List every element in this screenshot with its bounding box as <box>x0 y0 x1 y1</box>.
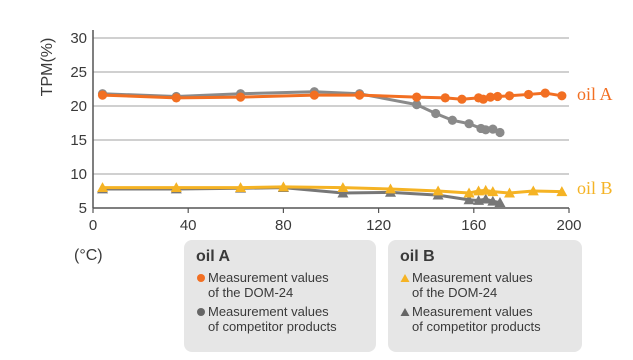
y-tick-label: 5 <box>79 200 87 217</box>
data-point <box>493 91 503 102</box>
legend-text: Measurement values of the DOM-24 <box>208 270 329 300</box>
triangle-marker-icon <box>400 308 410 316</box>
data-point <box>495 127 505 138</box>
data-point <box>412 92 422 102</box>
data-point <box>485 92 496 102</box>
data-point <box>171 93 181 103</box>
y-tick-label: 25 <box>70 64 87 81</box>
circle-marker-icon <box>197 308 205 316</box>
legend-oil-a: oil A Measurement values of the DOM-24 M… <box>184 240 376 352</box>
data-point <box>97 90 108 100</box>
data-point <box>385 183 396 194</box>
axes <box>92 30 570 213</box>
x-tick-label: 80 <box>275 217 292 234</box>
legend-entry-oil-b-competitor: Measurement values of competitor product… <box>400 304 574 334</box>
legend-entry-oil-a-dom: Measurement values of the DOM-24 <box>196 270 368 300</box>
triangle-marker-icon <box>400 274 410 282</box>
x-tick-label: 120 <box>366 217 391 234</box>
data-point <box>481 125 491 135</box>
legend-text: Measurement values of the DOM-24 <box>412 270 533 300</box>
data-point <box>463 187 475 198</box>
data-point <box>170 182 182 192</box>
circle-marker-icon <box>197 274 205 282</box>
data-point <box>540 88 550 98</box>
data-point <box>480 193 492 204</box>
data-point <box>337 187 349 198</box>
legend-title-oil-b: oil B <box>400 248 435 265</box>
series-label-oil-b: oil B <box>577 178 613 198</box>
series-line-oil-a-dom <box>102 91 563 101</box>
grid-lines <box>93 37 569 175</box>
y-tick-label: 20 <box>70 98 87 115</box>
data-point <box>97 182 109 192</box>
x-tick-label: 40 <box>180 217 197 234</box>
y-tick-label: 30 <box>70 30 87 47</box>
data-point <box>527 185 539 196</box>
data-point <box>440 93 450 103</box>
tick-labels: 5 10 15 20 25 30 0 40 80 120 160 200 <box>70 30 581 234</box>
data-point <box>337 182 349 192</box>
data-point <box>487 195 499 206</box>
legend-entry-oil-b-dom: Measurement values of the DOM-24 <box>400 270 574 300</box>
x-tick-label: 160 <box>461 217 486 234</box>
y-tick-label: 10 <box>70 166 87 183</box>
data-point <box>504 91 515 101</box>
legend-oil-b: oil B Measurement values of the DOM-24 M… <box>388 240 582 352</box>
data-point <box>412 100 422 110</box>
data-point <box>487 186 499 197</box>
x-tick-label: 200 <box>556 217 581 234</box>
data-point <box>277 181 289 192</box>
legend-text: Measurement values of competitor product… <box>412 304 541 334</box>
data-point <box>557 91 567 101</box>
data-point <box>556 186 568 197</box>
data-point <box>463 194 475 205</box>
data-point <box>457 94 467 104</box>
series-label-oil-a: oil A <box>577 84 613 104</box>
y-axis-label: TPM(%) <box>39 38 56 97</box>
data-point <box>432 185 444 196</box>
data-series <box>97 87 568 207</box>
x-axis-unit-label: (°C) <box>74 247 103 264</box>
x-tick-label: 0 <box>89 217 97 234</box>
data-point <box>235 92 246 102</box>
y-tick-label: 15 <box>70 132 87 149</box>
legend-title-oil-a: oil A <box>196 248 231 265</box>
data-point <box>480 184 492 195</box>
data-point <box>354 90 365 100</box>
data-point <box>464 119 474 129</box>
data-point <box>447 115 457 125</box>
legend-entry-oil-a-competitor: Measurement values of competitor product… <box>196 304 368 334</box>
data-point <box>523 89 534 100</box>
data-point <box>504 187 515 198</box>
data-point <box>494 197 506 207</box>
legend-text: Measurement values of competitor product… <box>208 304 337 334</box>
data-point <box>431 108 441 119</box>
data-point <box>478 94 488 104</box>
data-point <box>488 124 498 134</box>
data-point <box>309 90 319 100</box>
data-point <box>235 182 247 192</box>
